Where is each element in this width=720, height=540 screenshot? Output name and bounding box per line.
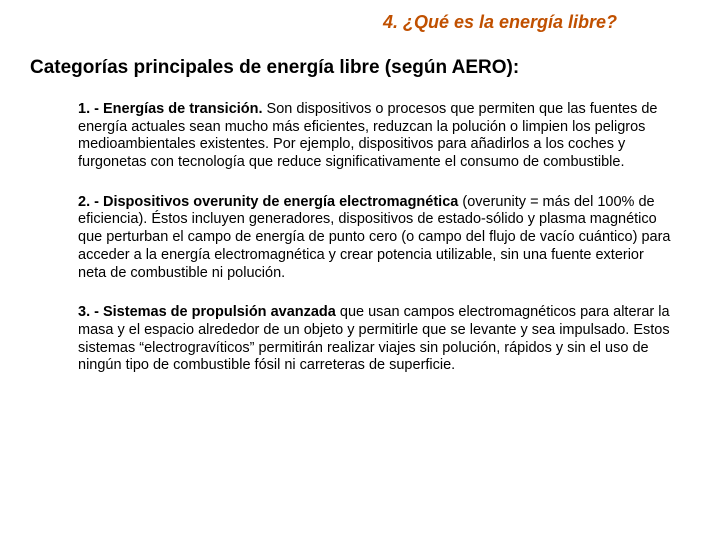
category-item-3-title: 3. - Sistemas de propulsión avanzada bbox=[78, 304, 336, 320]
subtitle: Categorías principales de energía libre … bbox=[30, 57, 684, 79]
slide-container: 4. ¿Qué es la energía libre? Categorías … bbox=[0, 0, 720, 540]
category-item-1-title: 1. - Energías de transición. bbox=[78, 101, 263, 117]
category-item-2-title: 2. - Dispositivos overunity de energía e… bbox=[78, 194, 458, 210]
category-item-1: 1. - Energías de transición. Son disposi… bbox=[78, 101, 674, 172]
section-title: 4. ¿Qué es la energía libre? bbox=[36, 12, 684, 33]
category-item-3: 3. - Sistemas de propulsión avanzada que… bbox=[78, 304, 674, 375]
category-item-2: 2. - Dispositivos overunity de energía e… bbox=[78, 194, 674, 282]
